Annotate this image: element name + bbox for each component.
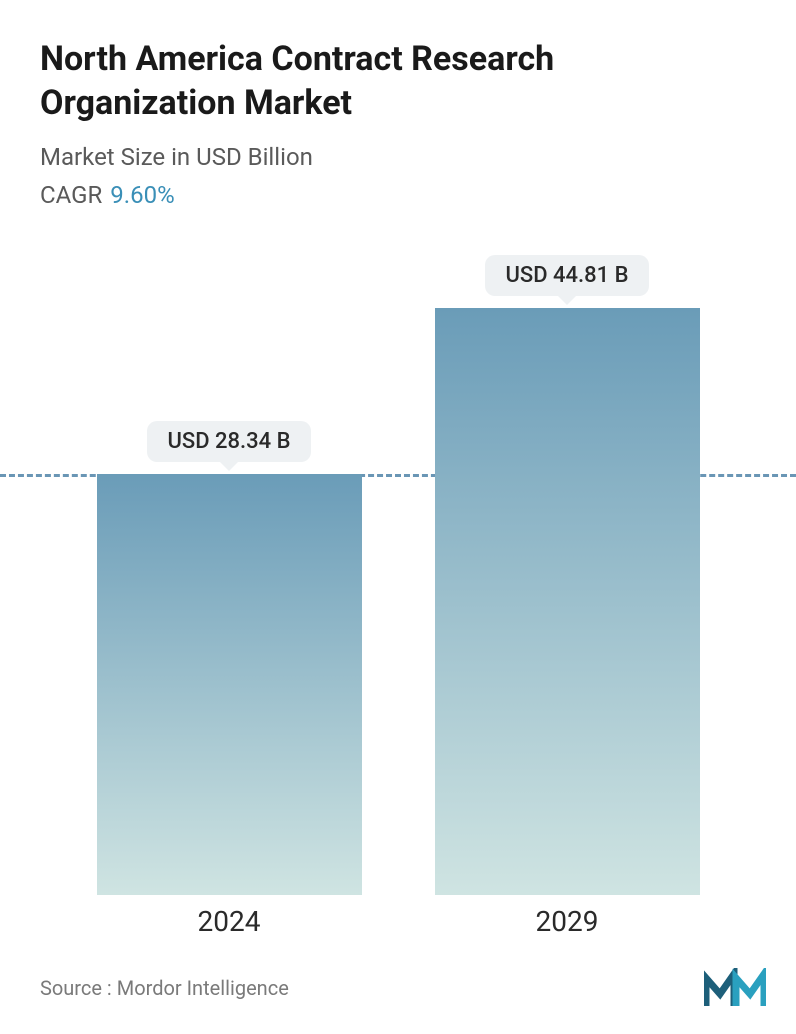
x-axis-labels: 2024 2029 xyxy=(0,905,796,938)
xlabel-2029: 2029 xyxy=(435,905,700,938)
source-text: Source : Mordor Intelligence xyxy=(40,976,289,1000)
chart-subtitle: Market Size in USD Billion xyxy=(40,143,756,171)
chart-container: North America Contract Research Organiza… xyxy=(0,0,796,1034)
cagr-value: 9.60% xyxy=(110,181,174,209)
mordor-logo-icon xyxy=(704,968,766,1008)
bar-group-2029: USD 44.81 B xyxy=(435,255,700,895)
bar-group-2024: USD 28.34 B xyxy=(97,255,362,895)
cagr-line: CAGR 9.60% xyxy=(40,181,756,209)
chart-area: USD 28.34 B USD 44.81 B xyxy=(0,255,796,895)
value-label-2024: USD 28.34 B xyxy=(147,421,310,462)
value-label-2029: USD 44.81 B xyxy=(485,255,648,296)
cagr-label: CAGR xyxy=(40,181,102,209)
bars-row: USD 28.34 B USD 44.81 B xyxy=(0,255,796,895)
footer: Source : Mordor Intelligence xyxy=(40,968,766,1008)
chart-title: North America Contract Research Organiza… xyxy=(40,38,756,125)
xlabel-2024: 2024 xyxy=(97,905,362,938)
bar-2024 xyxy=(97,474,362,895)
bar-2029 xyxy=(435,308,700,895)
